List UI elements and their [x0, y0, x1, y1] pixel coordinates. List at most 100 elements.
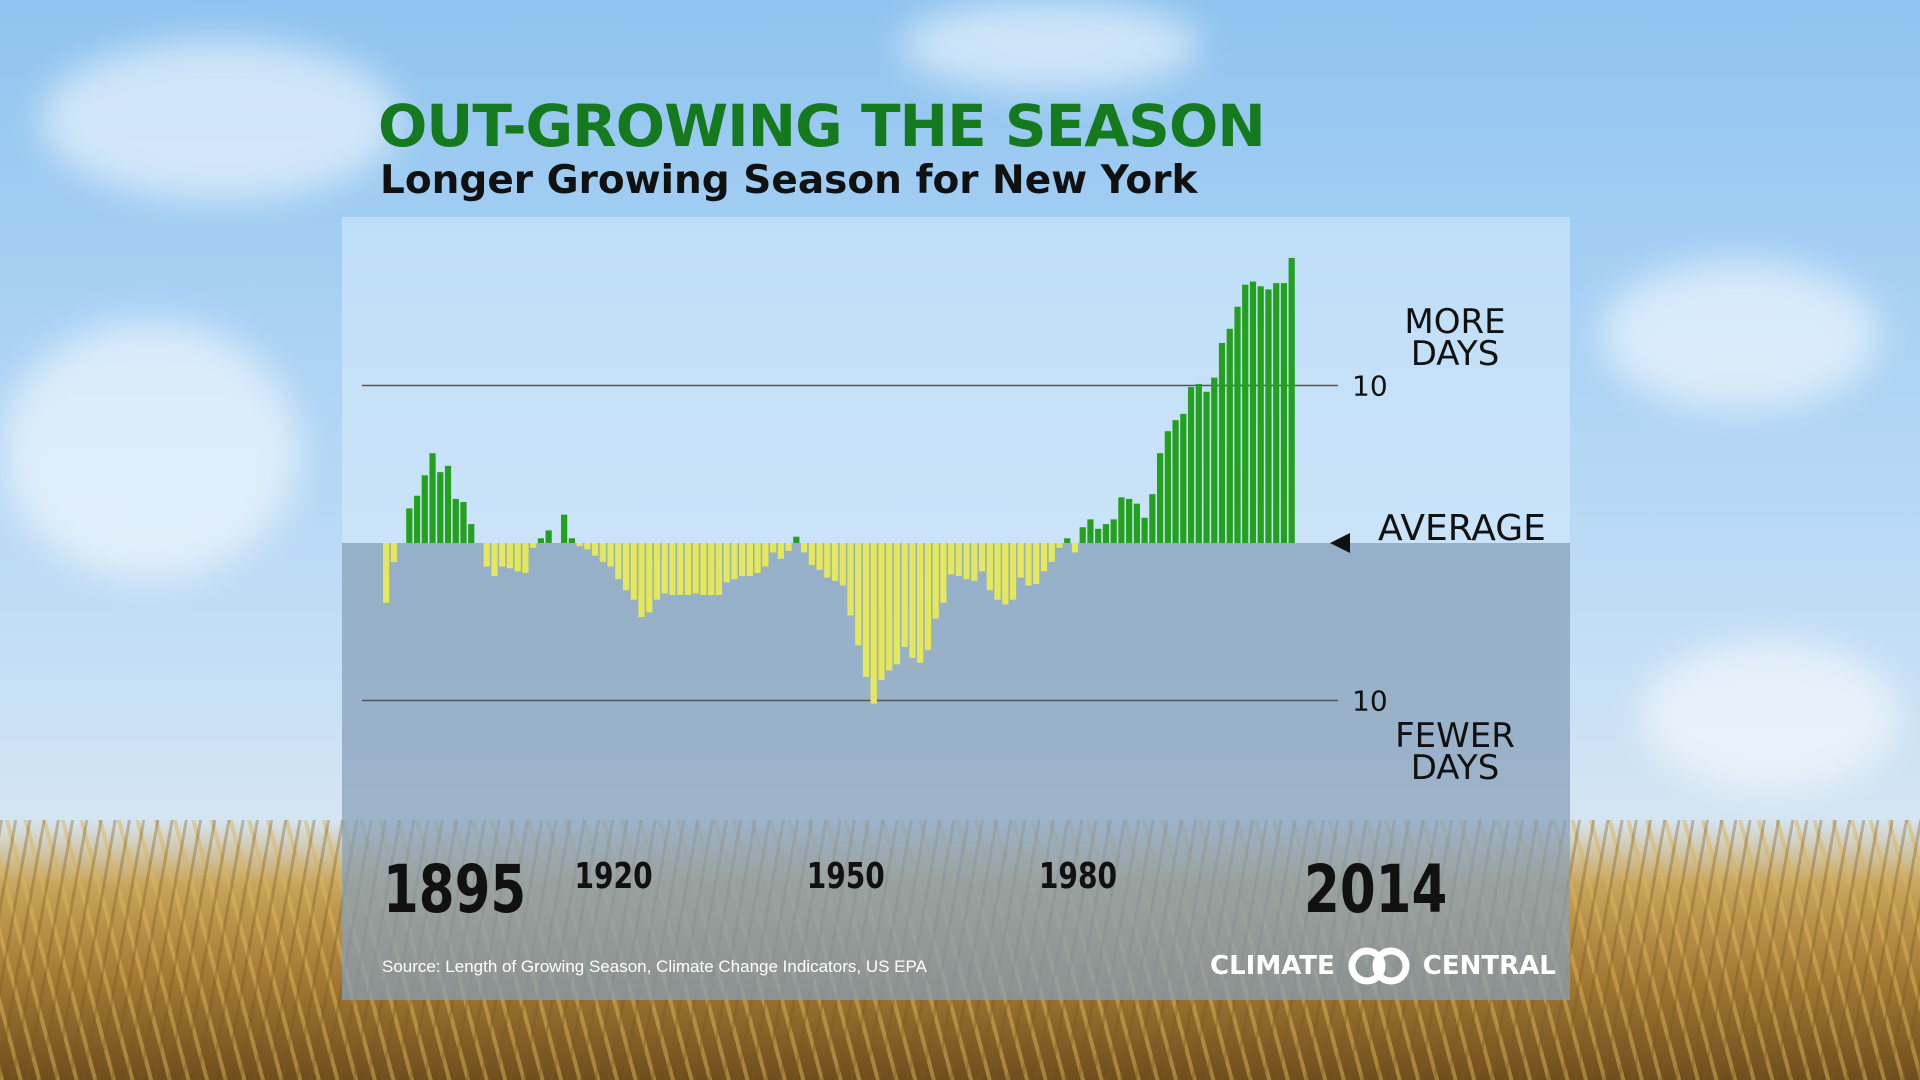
bar: [537, 538, 544, 543]
bar: [847, 543, 854, 616]
bar: [599, 543, 606, 562]
bar: [1172, 420, 1179, 543]
bar: [1064, 538, 1071, 543]
bar: [1110, 519, 1117, 543]
bar: [886, 543, 893, 671]
bar: [777, 543, 784, 559]
bar: [491, 543, 498, 577]
bar: [893, 543, 901, 665]
bar: [1180, 413, 1187, 543]
bar: [839, 543, 846, 586]
bar: [576, 543, 583, 547]
bar: [1249, 281, 1257, 543]
bar: [785, 543, 792, 551]
bar: [1203, 391, 1210, 543]
bar: [978, 543, 986, 572]
bar: [1033, 543, 1040, 584]
bar: [584, 543, 591, 550]
average-arrow-marker: [1330, 533, 1350, 553]
bar: [971, 543, 978, 581]
brand-left-text: CLIMATE: [1210, 951, 1335, 981]
bar: [591, 543, 599, 556]
bar: [1234, 306, 1241, 543]
bar: [746, 543, 753, 577]
bar: [909, 543, 916, 658]
bar: [917, 543, 924, 663]
bar: [1071, 543, 1079, 553]
bar: [530, 543, 537, 548]
bar: [1226, 328, 1233, 543]
bar: [739, 543, 746, 577]
bar: [1002, 543, 1009, 605]
gridline-label: 10: [1352, 370, 1388, 403]
more-days-text: MORE DAYS: [1404, 302, 1506, 374]
bar: [615, 543, 622, 580]
bar: [638, 543, 645, 618]
bar: [1157, 453, 1164, 543]
bar: [723, 543, 730, 583]
bar: [514, 543, 521, 572]
bar: [870, 543, 877, 704]
chart-panel-above-average: [342, 217, 1570, 543]
bar: [986, 543, 993, 591]
bar: [622, 543, 630, 591]
bar: [1079, 527, 1086, 543]
bar: [1040, 543, 1048, 572]
bar: [684, 543, 692, 595]
source-note: Source: Length of Growing Season, Climat…: [382, 957, 927, 976]
bar: [715, 543, 723, 595]
bar: [1087, 519, 1094, 543]
bar: [452, 498, 459, 543]
bar: [1095, 528, 1102, 543]
year-tick-label: 1950: [807, 855, 885, 897]
year-tick-label: 1980: [1039, 855, 1117, 897]
bar: [646, 543, 653, 613]
bar: [948, 543, 955, 575]
bar: [708, 543, 715, 595]
bar: [924, 543, 931, 651]
bar: [700, 543, 707, 595]
cloud: [1640, 640, 1900, 790]
bar: [561, 514, 568, 543]
chart-panel-below-average: [342, 543, 1570, 1000]
bar: [1187, 387, 1195, 543]
bar: [568, 538, 575, 543]
bar: [1102, 524, 1110, 543]
page-title: OUT-GROWING THE SEASON: [378, 92, 1266, 160]
bar: [630, 543, 637, 600]
bar: [824, 543, 831, 578]
bar: [1118, 497, 1125, 543]
bar: [1273, 283, 1280, 543]
bar: [932, 543, 939, 619]
bar: [731, 543, 738, 580]
bar: [963, 543, 970, 580]
bar: [762, 543, 769, 567]
cloud: [1600, 260, 1880, 410]
brand-right-text: CENTRAL: [1422, 951, 1556, 981]
bar: [468, 524, 475, 543]
bar: [940, 543, 947, 603]
bar: [653, 543, 661, 600]
bar: [607, 543, 614, 567]
bar: [1025, 543, 1032, 586]
cloud: [900, 0, 1200, 90]
bar: [421, 475, 428, 543]
bar: [429, 453, 436, 543]
bar: [413, 495, 421, 543]
gridline-label: 10: [1352, 685, 1388, 718]
bar: [793, 536, 800, 543]
bar: [855, 543, 862, 646]
bar: [862, 543, 870, 677]
year-tick-label: 2014: [1304, 851, 1447, 928]
bar: [754, 543, 761, 573]
page-subtitle: Longer Growing Season for New York: [380, 158, 1198, 203]
bar: [1218, 342, 1226, 543]
bar: [1211, 377, 1218, 543]
bar: [816, 543, 823, 570]
bar: [1056, 543, 1063, 548]
bar: [677, 543, 684, 595]
bar: [1126, 498, 1133, 543]
bar: [437, 472, 444, 543]
bar: [506, 543, 514, 569]
